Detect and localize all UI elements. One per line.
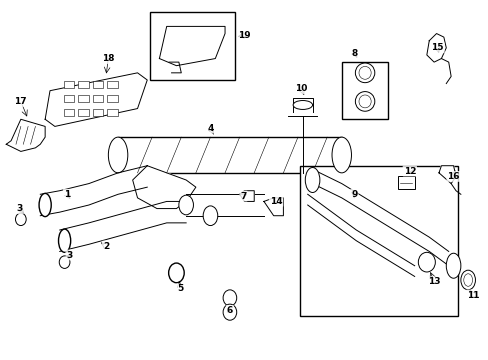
Text: 2: 2 bbox=[102, 242, 109, 251]
Ellipse shape bbox=[331, 137, 351, 173]
Bar bbox=[93, 95, 103, 102]
Ellipse shape bbox=[16, 213, 26, 226]
Ellipse shape bbox=[358, 66, 370, 79]
Ellipse shape bbox=[203, 206, 217, 226]
Text: 17: 17 bbox=[15, 97, 27, 106]
Ellipse shape bbox=[223, 304, 236, 320]
Ellipse shape bbox=[168, 263, 184, 283]
Text: 16: 16 bbox=[447, 172, 459, 181]
Ellipse shape bbox=[108, 137, 127, 173]
Ellipse shape bbox=[417, 252, 434, 272]
Text: 13: 13 bbox=[427, 277, 440, 286]
Bar bbox=[107, 81, 118, 88]
Bar bbox=[63, 81, 74, 88]
Text: 11: 11 bbox=[466, 291, 478, 300]
Polygon shape bbox=[6, 119, 45, 152]
Ellipse shape bbox=[355, 91, 374, 111]
Bar bbox=[300, 166, 458, 316]
Text: 8: 8 bbox=[350, 49, 357, 58]
Text: 14: 14 bbox=[269, 197, 282, 206]
Text: 3: 3 bbox=[17, 204, 23, 213]
Ellipse shape bbox=[59, 229, 71, 252]
Bar bbox=[118, 137, 341, 173]
Text: 7: 7 bbox=[240, 192, 246, 201]
Text: 1: 1 bbox=[64, 190, 70, 199]
Text: 9: 9 bbox=[350, 190, 357, 199]
Bar bbox=[63, 109, 74, 116]
Text: 5: 5 bbox=[177, 284, 183, 293]
Polygon shape bbox=[426, 33, 446, 62]
Polygon shape bbox=[159, 26, 224, 66]
Bar bbox=[397, 176, 414, 189]
Polygon shape bbox=[239, 191, 254, 202]
Polygon shape bbox=[264, 198, 283, 216]
Text: 4: 4 bbox=[207, 124, 213, 133]
Text: 18: 18 bbox=[102, 54, 114, 63]
Text: 12: 12 bbox=[403, 167, 415, 176]
Bar bbox=[149, 12, 234, 80]
Bar bbox=[341, 62, 387, 119]
Text: 6: 6 bbox=[226, 306, 233, 315]
Text: 10: 10 bbox=[295, 84, 307, 93]
Ellipse shape bbox=[292, 100, 312, 109]
Ellipse shape bbox=[355, 63, 374, 83]
Ellipse shape bbox=[223, 290, 236, 306]
Ellipse shape bbox=[446, 253, 460, 278]
Text: 3: 3 bbox=[66, 251, 72, 260]
Ellipse shape bbox=[358, 95, 370, 108]
Bar bbox=[78, 95, 89, 102]
Bar bbox=[107, 109, 118, 116]
Ellipse shape bbox=[179, 195, 193, 215]
Bar bbox=[93, 109, 103, 116]
Polygon shape bbox=[132, 166, 196, 208]
Bar bbox=[107, 95, 118, 102]
Bar bbox=[78, 81, 89, 88]
Bar bbox=[93, 81, 103, 88]
Polygon shape bbox=[169, 62, 181, 73]
Ellipse shape bbox=[59, 256, 70, 269]
Polygon shape bbox=[45, 73, 147, 126]
Bar bbox=[78, 109, 89, 116]
Ellipse shape bbox=[39, 193, 51, 217]
Ellipse shape bbox=[305, 167, 319, 193]
Bar bbox=[63, 95, 74, 102]
Ellipse shape bbox=[463, 274, 471, 286]
Ellipse shape bbox=[460, 270, 474, 290]
Text: 15: 15 bbox=[430, 43, 443, 52]
Text: 19: 19 bbox=[238, 31, 250, 40]
Polygon shape bbox=[438, 166, 455, 184]
